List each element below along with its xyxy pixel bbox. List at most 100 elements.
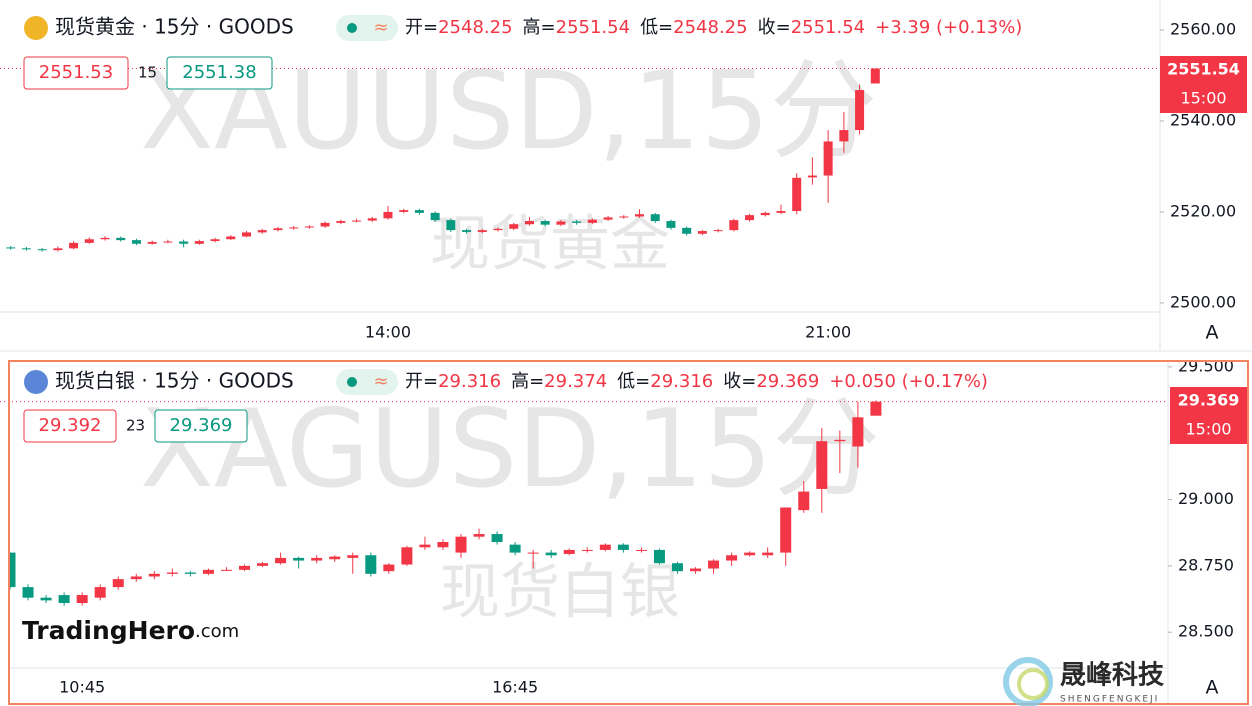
- candle-body: [852, 417, 864, 447]
- bid-price: 29.392: [39, 415, 102, 436]
- company-logo: 晟峰科技 SHENGFENGKEJI: [1003, 657, 1164, 706]
- logo-text: TradingHero: [22, 616, 195, 645]
- candle-body: [131, 240, 141, 244]
- y-tick-label: 28.500: [1178, 622, 1234, 641]
- candle-body: [713, 230, 723, 232]
- ohlc-label: 开=: [405, 17, 438, 38]
- bid-price: 2551.53: [39, 62, 113, 83]
- x-tick-label: 21:00: [805, 323, 851, 342]
- price-tag-label: 29.369: [1178, 391, 1240, 410]
- ask-price: 2551.38: [182, 62, 256, 83]
- candle-body: [455, 536, 467, 553]
- auto-scale-button[interactable]: A: [1206, 322, 1219, 344]
- candle-body: [834, 439, 846, 442]
- candle-body: [437, 541, 449, 548]
- candle-body: [807, 175, 817, 178]
- candle-body: [399, 210, 409, 212]
- ohlc-value: 29.316: [650, 371, 713, 392]
- candle-body: [163, 241, 173, 243]
- ohlc-label: 高=: [511, 371, 544, 392]
- candle-body: [477, 230, 487, 232]
- candle-body: [257, 230, 267, 233]
- ohlc-value: 2551.54: [791, 17, 865, 38]
- candle-body: [446, 220, 456, 231]
- candle-body: [666, 221, 676, 228]
- candle-body: [21, 248, 31, 250]
- candle-body: [112, 579, 124, 588]
- candle-body: [293, 557, 305, 561]
- candle-body: [336, 221, 346, 223]
- company-name: 晟峰科技: [1060, 661, 1164, 691]
- x-tick-label: 14:00: [365, 323, 411, 342]
- spread: 23: [126, 417, 145, 435]
- time-tag-label: 15:00: [1180, 89, 1226, 108]
- candle-body: [347, 555, 359, 558]
- watermark-symbol: 现货白银: [440, 558, 680, 628]
- candle-body: [275, 557, 287, 564]
- status-badge: [336, 15, 398, 41]
- candle-body: [166, 572, 178, 574]
- candle-body: [40, 597, 52, 601]
- price-change: +0.050 (+0.17%): [829, 371, 988, 392]
- price-tag: [1160, 56, 1247, 84]
- watermark: XAGUSD,15分: [140, 387, 880, 512]
- candle-body: [116, 237, 126, 241]
- candle-body: [776, 211, 786, 213]
- candle-body: [37, 249, 47, 251]
- candle-body: [572, 221, 582, 223]
- candle-body: [419, 544, 431, 548]
- candle-body: [760, 212, 770, 216]
- candle-body: [320, 222, 330, 227]
- candle-body: [401, 547, 413, 565]
- ohlc-label: 高=: [523, 17, 556, 38]
- candle-body: [798, 491, 810, 511]
- ask-box: [166, 56, 273, 90]
- candle-body: [509, 544, 521, 553]
- symbol-icon: [24, 16, 48, 40]
- candle-body: [762, 552, 774, 556]
- candle-body: [226, 236, 236, 240]
- panes: XAUUSD,15分现货黄金2500.002520.002540.002560.…: [0, 15, 1247, 699]
- candle-body: [304, 226, 314, 228]
- candle-body: [708, 560, 720, 569]
- ohlc-value: 2551.54: [556, 17, 630, 38]
- candle-body: [581, 549, 593, 551]
- ohlc-value: 29.369: [756, 371, 819, 392]
- symbol-icon: [24, 370, 48, 394]
- y-tick-label: 2500.00: [1170, 292, 1236, 311]
- candle-body: [493, 228, 503, 231]
- candle-body: [311, 557, 323, 561]
- status-dot: [347, 377, 357, 387]
- status-badge: [336, 369, 398, 395]
- price-tag: [1170, 387, 1247, 415]
- status-badge-label: ≈: [373, 17, 388, 38]
- candle-body: [69, 242, 79, 249]
- candle-body: [855, 90, 865, 131]
- candle-body: [587, 219, 597, 223]
- x-tick-label: 10:45: [59, 678, 105, 697]
- candle-body: [726, 555, 738, 561]
- candle-body: [194, 241, 204, 244]
- candle-body: [76, 595, 88, 604]
- candle-body: [147, 241, 157, 244]
- logo-ring: [1017, 668, 1049, 700]
- bid-box: [23, 56, 129, 90]
- ohlc-label: 低=: [640, 17, 673, 38]
- auto-scale-button[interactable]: A: [1206, 677, 1219, 699]
- candle-body: [870, 68, 880, 84]
- candle-body: [540, 221, 550, 225]
- trading-hero-logo: TradingHero.com: [22, 616, 239, 645]
- candle-body: [690, 568, 702, 572]
- candle-body: [414, 210, 424, 213]
- candle-body: [367, 218, 377, 221]
- candle-body: [527, 552, 539, 554]
- candle-body: [329, 556, 341, 560]
- ask-price: 29.369: [170, 415, 233, 436]
- candle-body: [473, 534, 485, 537]
- candle-body: [58, 595, 70, 604]
- candle-body: [671, 563, 683, 572]
- ohlc-label: 低=: [617, 371, 650, 392]
- candle-body: [383, 564, 395, 572]
- y-tick-label: 28.750: [1178, 555, 1234, 574]
- y-tick-label: 2560.00: [1170, 20, 1236, 39]
